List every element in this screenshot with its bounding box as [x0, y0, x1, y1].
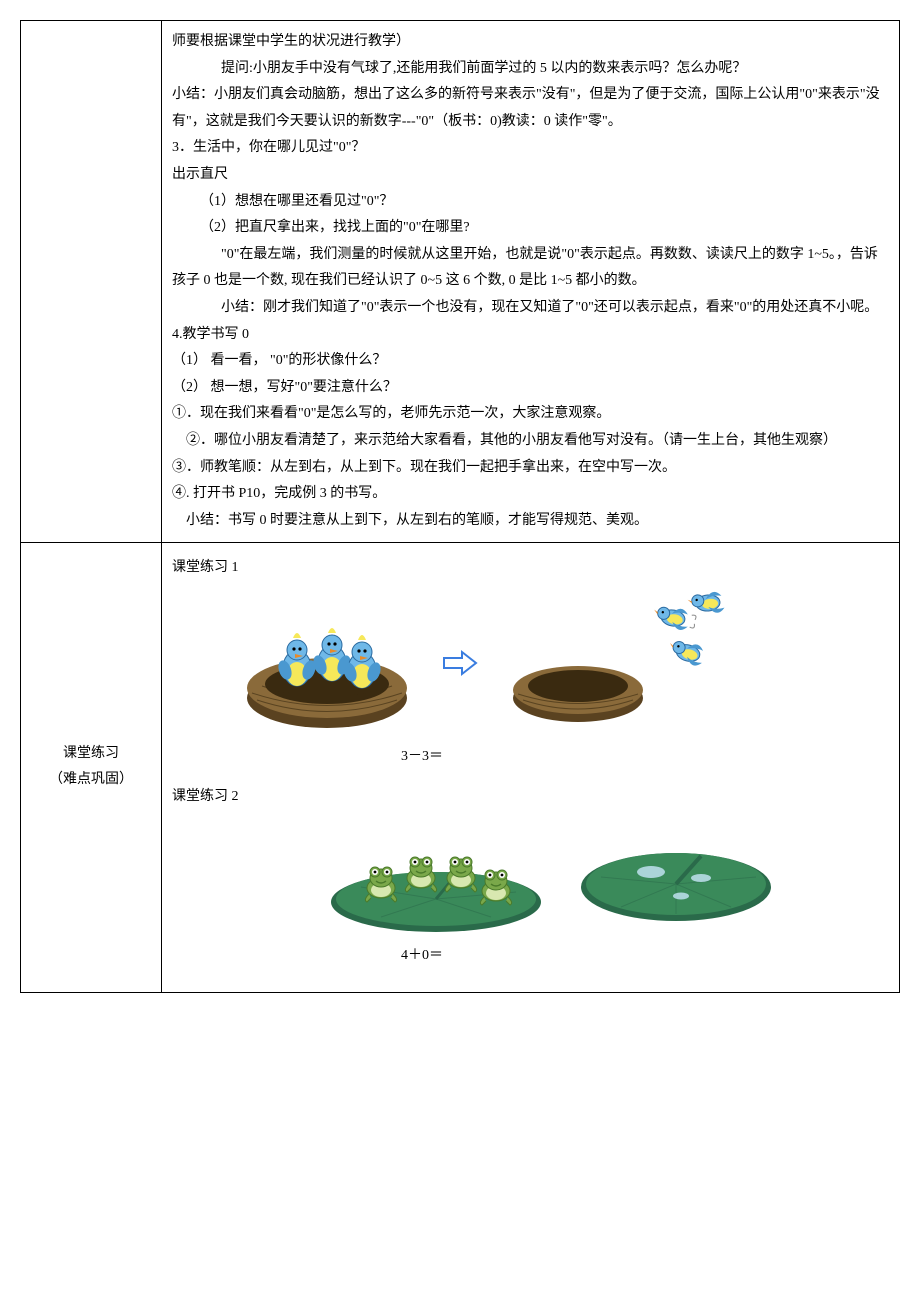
left-label-2: （难点巩固） [31, 767, 151, 794]
s4-sum: 小结：书写 0 时要注意从上到下，从左到右的笔顺，才能写得规范、美观。 [172, 508, 889, 535]
p3: 小结：小朋友们真会动脑筋，想出了这么多的新符号来表示"没有"，但是为了便于交流，… [172, 82, 889, 135]
s3-sub: 出示直尺 [172, 162, 889, 189]
row1-left-cell [21, 21, 162, 543]
s3-q1: （1）想想在哪里还看见过"0"？ [172, 189, 889, 216]
ex1-formula: 3－3＝ [322, 744, 522, 771]
s4-title: 4.教学书写 0 [172, 322, 889, 349]
s4-step4: ④. 打开书 P10，完成例 3 的书写。 [172, 481, 889, 508]
ex2-formula: 4＋0＝ [322, 943, 522, 970]
s4-q2: （2） 想一想，写好"0"要注意什么？ [172, 375, 889, 402]
s4-step2: ②．哪位小朋友看清楚了，来示范给大家看看，其他的小朋友看他写对没有。（请一生上台… [172, 428, 889, 455]
frogs-on-lilypad-icon [321, 817, 551, 937]
content-row-1: 师要根据课堂中学生的状况进行教学） 提问:小朋友手中没有气球了,还能用我们前面学… [21, 21, 900, 543]
s3-q2: （2）把直尺拿出来，找找上面的"0"在哪里? [172, 215, 889, 242]
p1: 师要根据课堂中学生的状况进行教学） [172, 29, 889, 56]
s4-step3: ③．师教笔顺：从左到右，从上到下。现在我们一起把手拿出来，在空中写一次。 [172, 455, 889, 482]
row1-content-cell: 师要根据课堂中学生的状况进行教学） 提问:小朋友手中没有气球了,还能用我们前面学… [162, 21, 900, 543]
row2-left-cell: 课堂练习 （难点巩固） [21, 543, 162, 992]
s3-title: 3．生活中，你在哪儿见过"0"？ [172, 135, 889, 162]
arrow-icon [442, 648, 478, 678]
exercise-2: 课堂练习 2 [172, 784, 889, 969]
ex2-images [212, 817, 889, 937]
p2: 提问:小朋友手中没有气球了,还能用我们前面学过的 5 以内的数来表示吗？怎么办呢… [172, 56, 889, 83]
s4-step1: ①．现在我们来看看"0"是怎么写的，老师先示范一次，大家注意观察。 [172, 401, 889, 428]
s3-body1: "0"在最左端，我们测量的时候就从这里开始，也就是说"0"表示起点。再数数、读读… [172, 242, 889, 295]
s4-q1: （1） 看一看， "0"的形状像什么？ [172, 348, 889, 375]
s3-sum: 小结：刚才我们知道了"0"表示一个也没有，现在又知道了"0"还可以表示起点，看来… [172, 295, 889, 322]
ex1-label: 课堂练习 1 [172, 555, 889, 582]
lesson-table: 师要根据课堂中学生的状况进行教学） 提问:小朋友手中没有气球了,还能用我们前面学… [20, 20, 900, 993]
exercise-1: 课堂练习 1 [172, 555, 889, 770]
empty-nest-flying-birds-icon [498, 588, 738, 738]
ex1-images [232, 588, 889, 738]
content-row-2: 课堂练习 （难点巩固） 课堂练习 1 [21, 543, 900, 992]
empty-lilypad-icon [571, 822, 781, 932]
birds-in-nest-icon [232, 588, 422, 738]
left-label-1: 课堂练习 [31, 741, 151, 768]
row2-content-cell: 课堂练习 1 [162, 543, 900, 992]
ex2-label: 课堂练习 2 [172, 784, 889, 811]
